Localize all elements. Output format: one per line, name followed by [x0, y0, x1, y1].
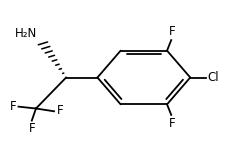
Text: Cl: Cl: [206, 71, 218, 84]
Text: F: F: [28, 122, 35, 135]
Text: H₂N: H₂N: [15, 27, 37, 40]
Text: F: F: [168, 25, 175, 38]
Text: F: F: [10, 100, 17, 113]
Text: F: F: [56, 104, 63, 117]
Text: F: F: [168, 117, 175, 130]
